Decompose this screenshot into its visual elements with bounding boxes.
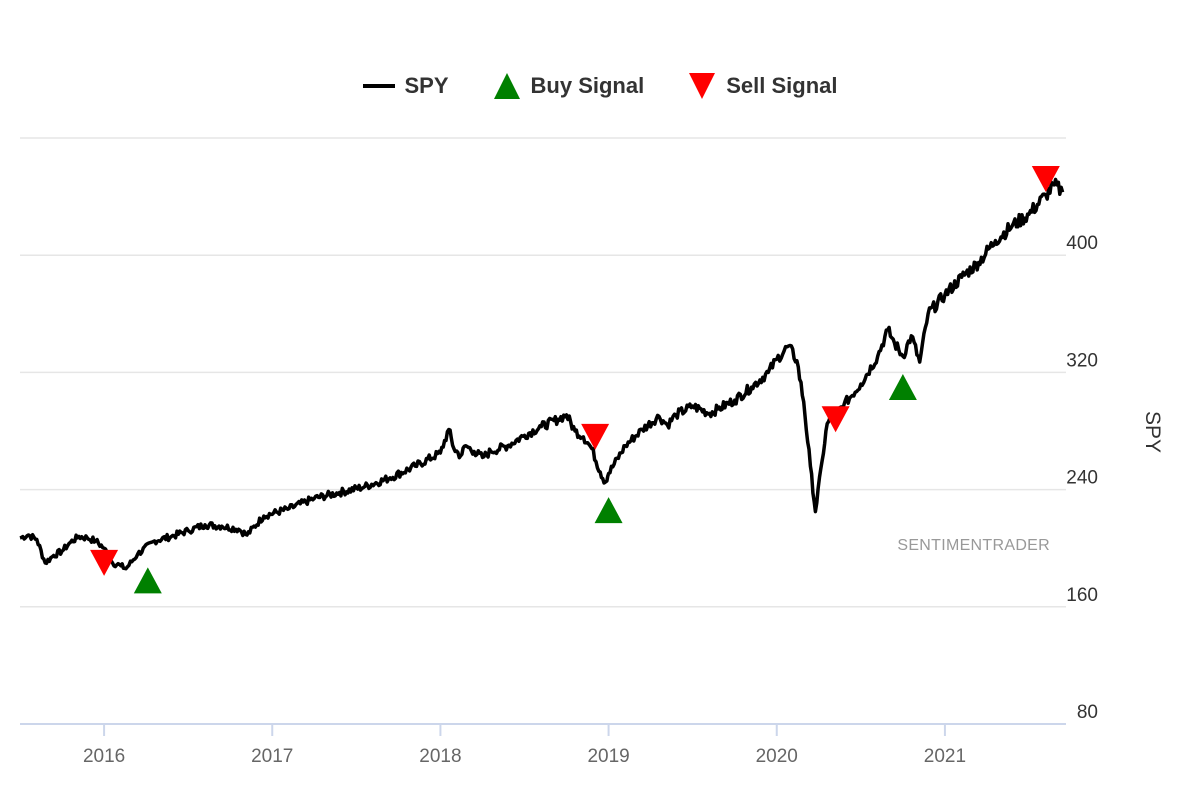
legend: SPY Buy Signal Sell Signal xyxy=(0,72,1200,100)
sell-signal-marker[interactable] xyxy=(90,549,119,576)
y-axis-title: SPY xyxy=(1141,411,1164,453)
sell-signal-marker[interactable] xyxy=(1031,166,1060,193)
sell-signal-marker[interactable] xyxy=(581,423,610,450)
legend-item-sell[interactable]: Sell Signal xyxy=(688,72,837,100)
signal-markers xyxy=(90,166,1060,594)
sell-signal-marker[interactable] xyxy=(821,406,850,433)
legend-item-spy[interactable]: SPY xyxy=(362,73,449,99)
buy-signal-marker[interactable] xyxy=(594,497,623,524)
legend-label-spy: SPY xyxy=(404,73,449,98)
triangle-down-icon xyxy=(689,73,716,99)
triangle-up-icon xyxy=(493,73,520,99)
y-tick-label: 240 xyxy=(1066,468,1098,489)
legend-item-buy[interactable]: Buy Signal xyxy=(493,72,645,100)
y-tick-label: 160 xyxy=(1066,585,1098,606)
x-tick-label: 2016 xyxy=(83,746,125,767)
x-tick-label: 2020 xyxy=(756,746,798,767)
legend-label-buy: Buy Signal xyxy=(530,73,645,98)
y-tick-label: 400 xyxy=(1066,233,1098,254)
buy-signal-marker[interactable] xyxy=(133,567,162,594)
x-tick-label: 2018 xyxy=(419,746,461,767)
legend-label-sell: Sell Signal xyxy=(726,73,838,98)
legend-line-icon xyxy=(362,84,395,88)
spy-series-line xyxy=(19,177,1065,571)
y-tick-label: 80 xyxy=(1077,702,1098,723)
x-tick-label: 2017 xyxy=(251,746,293,767)
buy-signal-marker[interactable] xyxy=(888,374,917,401)
x-axis: 2016 2017 2018 2019 2020 2021 xyxy=(20,723,1066,767)
grid-lines xyxy=(20,137,1066,608)
y-tick-label: 320 xyxy=(1066,350,1098,371)
x-tick-label: 2019 xyxy=(587,746,629,767)
x-tick-label: 2021 xyxy=(924,746,966,767)
watermark: SENTIMENTRADER xyxy=(897,537,1050,554)
y-axis: 80 160 240 320 400 xyxy=(1066,233,1098,723)
